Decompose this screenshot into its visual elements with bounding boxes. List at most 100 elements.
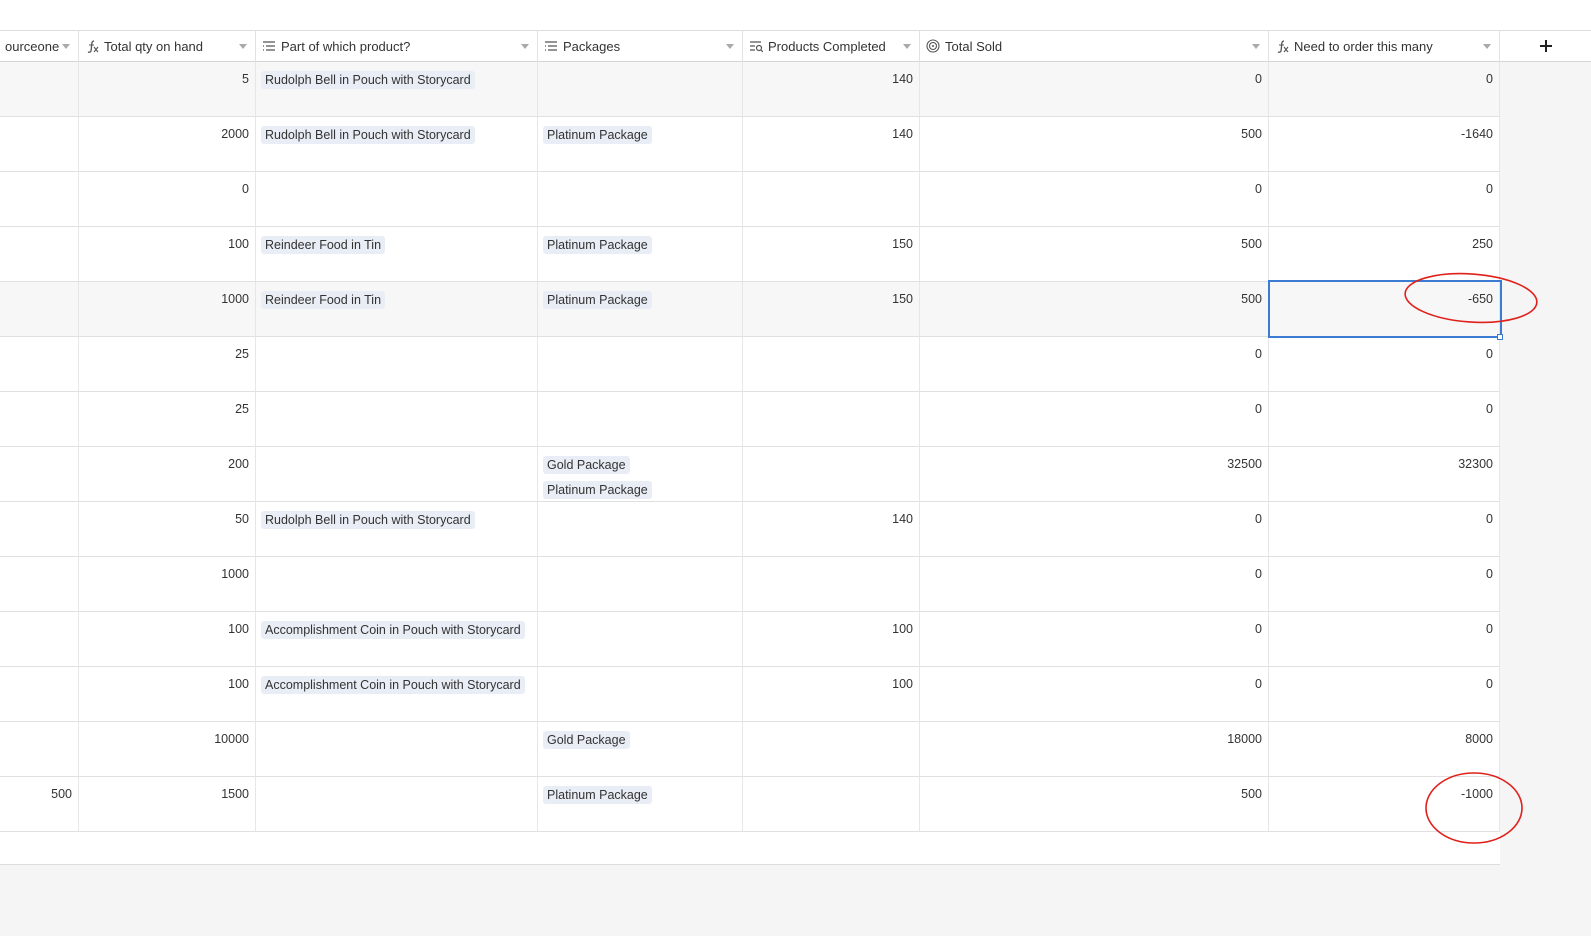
cell[interactable]: 100 <box>743 667 920 722</box>
cell[interactable] <box>538 612 743 667</box>
record-chip[interactable]: Platinum Package <box>543 126 652 144</box>
record-chip[interactable]: Platinum Package <box>543 291 652 309</box>
cell[interactable]: 5 <box>79 62 256 117</box>
cell[interactable]: Platinum Package <box>538 282 743 337</box>
record-chip[interactable]: Accomplishment Coin in Pouch with Storyc… <box>261 676 525 694</box>
cell[interactable] <box>256 777 538 832</box>
cell[interactable]: 500 <box>0 777 79 832</box>
cell[interactable]: Accomplishment Coin in Pouch with Storyc… <box>256 612 538 667</box>
cell[interactable]: 140 <box>743 62 920 117</box>
cell[interactable]: 250 <box>1269 227 1500 282</box>
cell[interactable] <box>0 392 79 447</box>
column-header[interactable]: Part of which product? <box>256 31 538 62</box>
cell[interactable] <box>538 502 743 557</box>
cell[interactable]: 10000 <box>79 722 256 777</box>
cell[interactable] <box>256 392 538 447</box>
cell[interactable] <box>0 117 79 172</box>
record-chip[interactable]: Gold Package <box>543 456 630 474</box>
cell[interactable]: 8000 <box>1269 722 1500 777</box>
record-chip[interactable]: Gold Package <box>543 731 630 749</box>
cell[interactable]: 0 <box>1269 667 1500 722</box>
cell[interactable]: Rudolph Bell in Pouch with Storycard <box>256 502 538 557</box>
cell[interactable]: 25 <box>79 337 256 392</box>
cell[interactable] <box>256 557 538 612</box>
column-header[interactable]: Total qty on hand <box>79 31 256 62</box>
cell[interactable] <box>743 722 920 777</box>
cell[interactable] <box>0 172 79 227</box>
cell[interactable] <box>0 667 79 722</box>
cell[interactable] <box>743 447 920 502</box>
column-header[interactable]: Need to order this many <box>1269 31 1500 62</box>
cell[interactable]: 0 <box>1269 62 1500 117</box>
cell[interactable] <box>0 557 79 612</box>
cell[interactable] <box>0 282 79 337</box>
column-header[interactable]: ourceone <box>0 31 79 62</box>
cell[interactable]: 100 <box>79 227 256 282</box>
record-chip[interactable]: Rudolph Bell in Pouch with Storycard <box>261 511 475 529</box>
cell[interactable]: 0 <box>920 502 1269 557</box>
cell[interactable] <box>0 502 79 557</box>
cell[interactable] <box>0 612 79 667</box>
cell[interactable]: Platinum Package <box>538 227 743 282</box>
cell[interactable]: 100 <box>79 667 256 722</box>
cell[interactable] <box>0 722 79 777</box>
cell[interactable]: 150 <box>743 282 920 337</box>
cell[interactable] <box>256 337 538 392</box>
cell[interactable]: 0 <box>920 337 1269 392</box>
cell[interactable] <box>743 172 920 227</box>
cell[interactable] <box>538 667 743 722</box>
cell[interactable]: 0 <box>1269 337 1500 392</box>
cell[interactable]: 100 <box>743 612 920 667</box>
cell[interactable]: Gold Package <box>538 722 743 777</box>
record-chip[interactable]: Platinum Package <box>543 481 652 499</box>
cell[interactable]: Platinum Package <box>538 117 743 172</box>
add-row[interactable] <box>0 832 1500 865</box>
fill-handle[interactable] <box>1497 334 1503 340</box>
cell[interactable]: 32300 <box>1269 447 1500 502</box>
cell[interactable]: 25 <box>79 392 256 447</box>
record-chip[interactable]: Reindeer Food in Tin <box>261 291 386 309</box>
cell[interactable] <box>538 172 743 227</box>
cell[interactable]: 18000 <box>920 722 1269 777</box>
cell[interactable]: 0 <box>1269 502 1500 557</box>
cell[interactable] <box>0 62 79 117</box>
cell[interactable] <box>0 227 79 282</box>
cell[interactable]: 500 <box>920 117 1269 172</box>
cell[interactable]: 0 <box>79 172 256 227</box>
cell[interactable]: 1500 <box>79 777 256 832</box>
record-chip[interactable]: Accomplishment Coin in Pouch with Storyc… <box>261 621 525 639</box>
cell[interactable] <box>256 447 538 502</box>
cell[interactable]: 32500 <box>920 447 1269 502</box>
cell[interactable] <box>256 722 538 777</box>
cell[interactable]: Gold Package Platinum Package <box>538 447 743 502</box>
cell[interactable]: 0 <box>920 612 1269 667</box>
column-header[interactable]: Products Completed <box>743 31 920 62</box>
cell[interactable] <box>256 172 538 227</box>
cell[interactable]: 0 <box>1269 172 1500 227</box>
cell[interactable]: -1000 <box>1269 777 1500 832</box>
cell[interactable]: 500 <box>920 777 1269 832</box>
cell[interactable]: 200 <box>79 447 256 502</box>
cell[interactable]: 500 <box>920 227 1269 282</box>
record-chip[interactable]: Platinum Package <box>543 786 652 804</box>
cell[interactable]: 0 <box>1269 612 1500 667</box>
cell[interactable] <box>538 62 743 117</box>
cell[interactable] <box>0 337 79 392</box>
cell[interactable]: Reindeer Food in Tin <box>256 282 538 337</box>
cell[interactable]: 140 <box>743 117 920 172</box>
cell[interactable]: 0 <box>920 667 1269 722</box>
cell[interactable] <box>743 557 920 612</box>
cell[interactable] <box>538 337 743 392</box>
cell[interactable]: 1000 <box>79 557 256 612</box>
cell[interactable] <box>743 337 920 392</box>
column-header[interactable]: Total Sold <box>920 31 1269 62</box>
cell[interactable]: 500 <box>920 282 1269 337</box>
cell[interactable]: 0 <box>1269 557 1500 612</box>
cell[interactable] <box>743 392 920 447</box>
cell[interactable] <box>0 447 79 502</box>
add-field-button[interactable] <box>1500 31 1591 62</box>
cell[interactable]: 2000 <box>79 117 256 172</box>
column-header[interactable]: Packages <box>538 31 743 62</box>
cell[interactable]: Rudolph Bell in Pouch with Storycard <box>256 62 538 117</box>
cell[interactable]: Platinum Package <box>538 777 743 832</box>
